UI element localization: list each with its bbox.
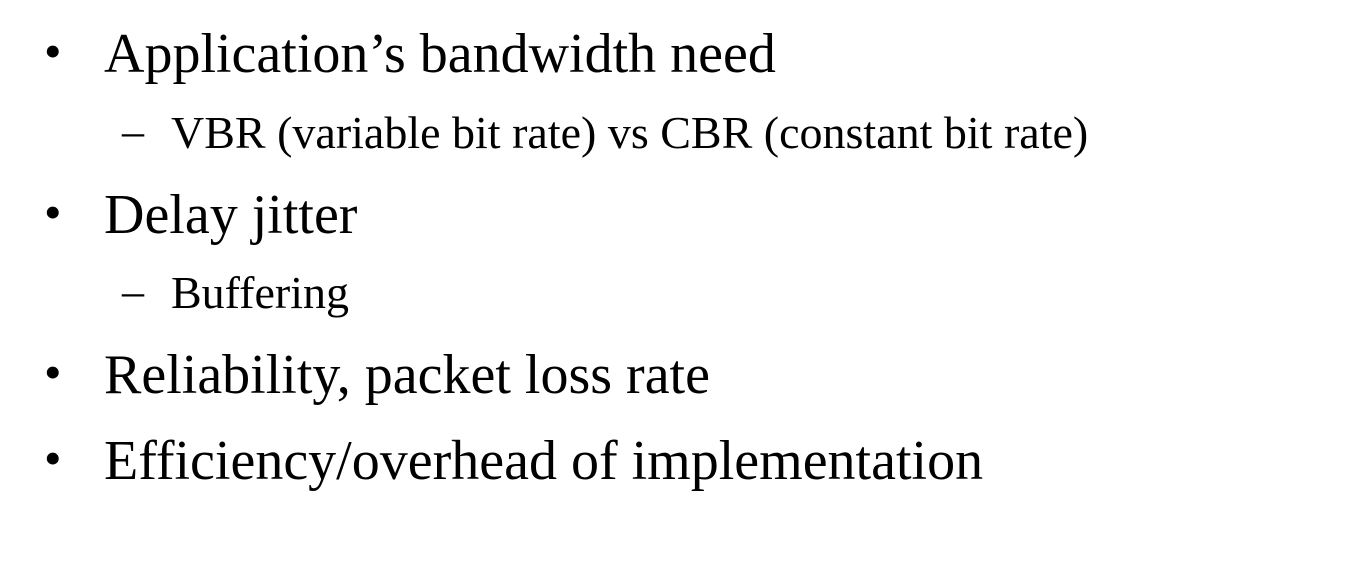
bullet-icon: • [44, 344, 62, 400]
bullet-icon: • [44, 184, 62, 240]
bullet-text: Efficiency/overhead of implementation [104, 430, 984, 492]
dash-icon: – [122, 107, 144, 156]
bullet-icon: • [44, 23, 62, 79]
sub-bullet-text: VBR (variable bit rate) vs CBR (constant… [171, 107, 1089, 158]
dash-icon: – [122, 267, 144, 316]
bullet-icon: • [44, 430, 62, 486]
bullet-text: Reliability, packet loss rate [104, 344, 710, 406]
bullet-text: Delay jitter [104, 184, 358, 246]
bullet-text: Application’s bandwidth need [104, 23, 776, 85]
sub-bullet-text: Buffering [171, 267, 350, 318]
